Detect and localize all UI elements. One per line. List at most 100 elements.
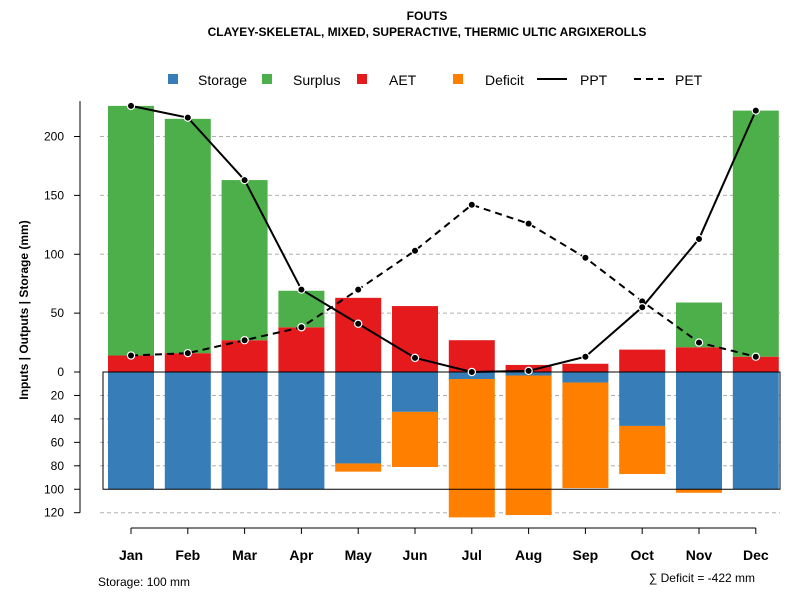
deficit-bar-nov [676, 489, 722, 493]
month-label-mar: Mar [232, 547, 257, 563]
ppt-point-sep [581, 352, 590, 361]
pet-point-mar [240, 336, 249, 345]
legend-swatch-deficit [453, 74, 463, 84]
y-tick-label: 100 [44, 482, 64, 496]
ppt-point-may [354, 319, 363, 328]
legend-swatch-storage [168, 74, 178, 84]
ppt-point-feb [183, 113, 192, 122]
ppt-point-nov [694, 234, 704, 244]
ppt-point-jul [467, 367, 476, 377]
legend-label-surplus: Surplus [293, 72, 340, 88]
month-label-apr: Apr [289, 547, 314, 563]
y-tick-label: 100 [44, 247, 64, 261]
storage-bar-jun [392, 372, 438, 412]
aet-bar-may [335, 297, 382, 372]
y-tick-label: 50 [51, 306, 65, 320]
pet-point-jul [467, 200, 476, 209]
gridlines [100, 136, 780, 514]
storage-bar-feb [164, 372, 211, 490]
axes: 0 50 100 150 200 20 40 60 80 100 120 Jan Feb Mar Apr Ma… [44, 101, 781, 563]
storage-note: Storage: 100 mm [98, 575, 190, 589]
aet-bar-apr [278, 327, 325, 372]
ppt-point-jan [126, 101, 136, 111]
storage-bar-apr [278, 372, 325, 490]
storage-bar-nov [676, 372, 722, 490]
surplus-bar-jan [108, 105, 154, 356]
storage-bar-may [335, 372, 382, 464]
legend: Storage Surplus AET Deficit PPT PET [168, 72, 703, 88]
pet-point-apr [297, 323, 306, 332]
ppt-point-aug [524, 366, 533, 376]
pet-point-nov [694, 338, 704, 347]
month-label-aug: Aug [515, 547, 542, 563]
aet-bar-dec [732, 356, 779, 372]
y-tick-label: 0 [57, 365, 64, 379]
bars [108, 105, 779, 518]
month-label-jul: Jul [462, 547, 482, 563]
storage-bar-mar [221, 372, 268, 490]
month-label-sep: Sep [573, 547, 599, 563]
legend-label-pet: PET [675, 72, 703, 88]
surplus-bar-apr [278, 290, 325, 328]
legend-label-aet: AET [389, 72, 417, 88]
deficit-bar-jul [448, 379, 495, 518]
pet-point-sep [581, 253, 590, 262]
ppt-line [130, 104, 757, 374]
deficit-bar-aug [505, 375, 552, 516]
ppt-point-dec [751, 106, 761, 115]
month-label-jun: Jun [403, 547, 428, 563]
chart-subtitle: CLAYEY-SKELETAL, MIXED, SUPERACTIVE, THE… [208, 25, 647, 39]
aet-bar-jan [108, 355, 154, 372]
series-lines [126, 101, 761, 377]
deficit-bar-may [335, 463, 382, 472]
pet-point-dec [751, 352, 761, 361]
storage-bar-jan [108, 372, 154, 490]
ppt-point-apr [297, 285, 306, 294]
legend-label-storage: Storage [198, 72, 247, 88]
pet-line [130, 203, 757, 358]
surplus-bar-mar [221, 180, 268, 341]
y-tick-label: 60 [51, 435, 65, 449]
pet-point-feb [183, 348, 192, 358]
pet-point-jan [126, 351, 136, 360]
month-label-feb: Feb [175, 547, 200, 563]
surplus-bar-dec [732, 110, 779, 357]
month-label-jan: Jan [119, 547, 143, 563]
ppt-point-mar [240, 175, 249, 185]
aet-bar-oct [619, 349, 666, 372]
aet-bar-feb [164, 353, 211, 372]
month-label-dec: Dec [743, 547, 769, 563]
month-label-oct: Oct [631, 547, 655, 563]
y-tick-label: 40 [51, 412, 65, 426]
storage-bar-sep [562, 372, 609, 383]
y-tick-label: 80 [51, 459, 65, 473]
aet-bar-jul [448, 340, 495, 372]
legend-swatch-aet [357, 74, 367, 84]
legend-swatch-surplus [262, 74, 272, 84]
y-tick-label: 20 [51, 388, 65, 402]
y-axis-title: Inputs | Outputs | Storage (mm) [17, 220, 31, 399]
ppt-point-jun [410, 353, 420, 363]
surplus-bar-feb [164, 118, 211, 354]
storage-bar-dec [732, 372, 779, 490]
month-label-may: May [345, 547, 372, 563]
chart-title: FOUTS [407, 9, 448, 23]
aet-bar-sep [562, 363, 609, 372]
y-tick-label: 150 [44, 188, 64, 202]
aet-bar-mar [221, 340, 268, 372]
legend-label-deficit: Deficit [485, 72, 524, 88]
pet-point-may [354, 285, 363, 294]
ppt-point-oct [638, 303, 647, 312]
deficit-bar-sep [562, 382, 609, 489]
storage-bar-oct [619, 372, 666, 426]
aet-bar-nov [676, 347, 722, 372]
deficit-note: ∑ Deficit = -422 mm [649, 571, 755, 585]
pet-point-jun [410, 246, 420, 255]
deficit-bar-oct [619, 425, 666, 475]
month-label-nov: Nov [686, 547, 713, 563]
deficit-bar-jun [392, 411, 438, 467]
legend-label-ppt: PPT [580, 72, 608, 88]
pet-point-aug [524, 219, 533, 228]
y-tick-label: 120 [44, 506, 64, 520]
